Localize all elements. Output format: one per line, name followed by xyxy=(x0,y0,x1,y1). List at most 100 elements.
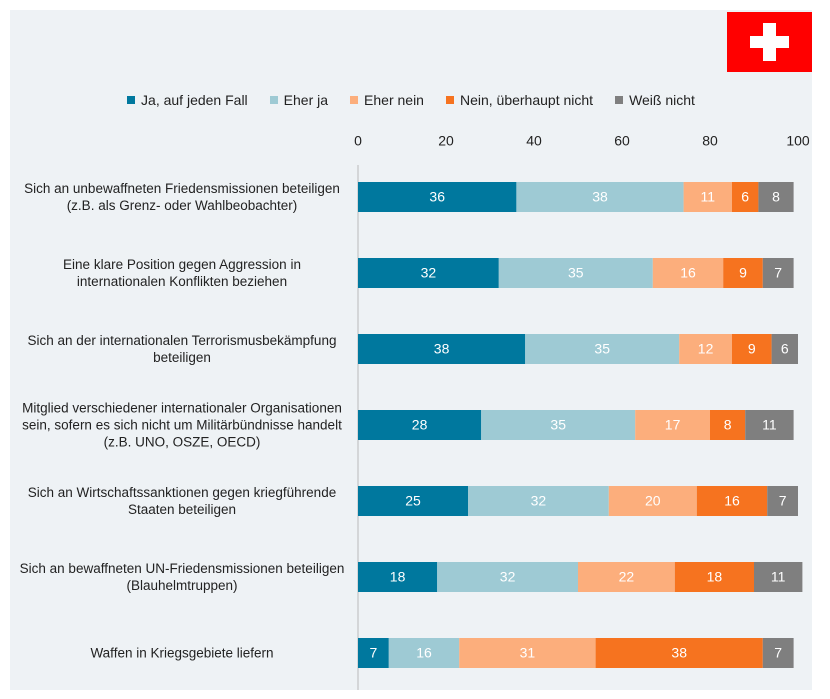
bar-segment xyxy=(498,258,653,288)
bar-segment xyxy=(745,410,794,440)
x-tick-label: 100 xyxy=(786,133,810,149)
bar-segment xyxy=(358,562,438,592)
swiss-flag xyxy=(727,12,812,72)
x-tick-label: 0 xyxy=(354,133,362,149)
bar-segment xyxy=(674,562,754,592)
data-label: 32 xyxy=(500,569,516,585)
data-label: 7 xyxy=(774,265,782,281)
data-label: 35 xyxy=(550,417,566,433)
data-label: 16 xyxy=(724,493,740,509)
bar-segment xyxy=(683,182,732,212)
data-label: 6 xyxy=(741,189,749,205)
data-label: 28 xyxy=(412,417,428,433)
bar-segment xyxy=(758,182,794,212)
bar-segment xyxy=(767,486,798,516)
legend-item: Eher ja xyxy=(269,92,329,108)
legend-swatch xyxy=(615,96,624,104)
legend: Ja, auf jeden Fall Eher ja Eher nein Nein, … xyxy=(10,92,812,108)
data-label: 9 xyxy=(748,341,756,357)
category-label: Sich an der internationalen Terrorismusb… xyxy=(27,333,337,365)
data-label: 18 xyxy=(390,569,406,585)
data-label: 36 xyxy=(429,189,445,205)
data-label: 18 xyxy=(707,569,723,585)
data-label: 38 xyxy=(592,189,608,205)
legend-swatch xyxy=(445,96,454,104)
data-label: 16 xyxy=(680,265,696,281)
data-label: 17 xyxy=(665,417,681,433)
data-label: 25 xyxy=(405,493,421,509)
bar-segment xyxy=(525,334,680,364)
x-tick-label: 60 xyxy=(614,133,630,149)
bar-segment xyxy=(762,638,794,668)
legend-label: Ja, auf jeden Fall xyxy=(141,92,248,108)
data-label: 32 xyxy=(531,493,547,509)
data-label: 6 xyxy=(781,341,789,357)
category-label: Eine klare Position gegen Aggression in … xyxy=(63,257,301,289)
data-label: 32 xyxy=(421,265,437,281)
bar-segment xyxy=(762,258,794,288)
x-tick-label: 80 xyxy=(702,133,718,149)
bar-segment xyxy=(358,410,482,440)
data-label: 31 xyxy=(520,645,536,661)
legend-label: Weiß nicht xyxy=(629,92,695,108)
category-label: Sich an unbewaffneten Friedensmissionen … xyxy=(24,181,340,213)
bar-segment xyxy=(437,562,578,592)
data-label: 38 xyxy=(671,645,687,661)
bar-segment xyxy=(754,562,803,592)
legend-label: Eher nein xyxy=(364,92,424,108)
legend-swatch xyxy=(269,96,278,104)
category-label: Waffen in Kriegsgebiete liefern xyxy=(90,645,274,661)
legend-item: Weiß nicht xyxy=(615,92,695,108)
bar-segment xyxy=(358,258,499,288)
bar-segment xyxy=(358,638,389,668)
data-label: 7 xyxy=(370,645,378,661)
data-label: 11 xyxy=(762,417,777,433)
bar-segment xyxy=(481,410,636,440)
bar-segment xyxy=(388,638,460,668)
x-tick-label: 20 xyxy=(438,133,454,149)
legend-item: Ja, auf jeden Fall xyxy=(127,92,248,108)
bar-segment xyxy=(358,182,517,212)
data-label: 7 xyxy=(774,645,782,661)
bar-segment xyxy=(595,638,763,668)
category-label: Mitglied verschiedener internationaler O… xyxy=(22,400,342,450)
bar-segment xyxy=(358,334,526,364)
data-label: 35 xyxy=(568,265,584,281)
data-label: 35 xyxy=(594,341,610,357)
data-label: 8 xyxy=(772,189,780,205)
data-label: 16 xyxy=(416,645,432,661)
legend-label: Eher ja xyxy=(283,92,329,108)
data-label: 7 xyxy=(779,493,787,509)
bar-segment xyxy=(608,486,697,516)
bar-segment xyxy=(358,486,468,516)
legend-label: Nein, überhaupt nicht xyxy=(459,92,594,108)
data-label: 9 xyxy=(739,265,747,281)
bar-segment xyxy=(468,486,609,516)
bar-segment xyxy=(696,486,768,516)
bar-segment xyxy=(723,258,763,288)
bar-segment xyxy=(771,334,798,364)
x-tick-label: 40 xyxy=(526,133,542,149)
bar-segment xyxy=(679,334,732,364)
bar-segment xyxy=(578,562,675,592)
category-label: Sich an bewaffneten UN-Friedensmissionen… xyxy=(19,561,345,593)
category-label: Sich an Wirtschaftssanktionen gegen krie… xyxy=(27,485,337,517)
data-label: 11 xyxy=(701,189,716,205)
data-label: 8 xyxy=(724,417,732,433)
bar-segment xyxy=(710,410,746,440)
legend-swatch xyxy=(127,96,136,104)
data-label: 20 xyxy=(645,493,661,509)
bar-segment xyxy=(732,182,759,212)
data-label: 22 xyxy=(619,569,635,585)
data-label: 38 xyxy=(434,341,450,357)
bar-segment xyxy=(652,258,724,288)
data-label: 11 xyxy=(771,569,786,585)
legend-item: Eher nein xyxy=(350,92,424,108)
legend-swatch xyxy=(350,96,359,104)
bar-segment xyxy=(516,182,684,212)
bar-segment xyxy=(459,638,596,668)
legend-item: Nein, überhaupt nicht xyxy=(445,92,594,108)
bar-segment xyxy=(635,410,710,440)
